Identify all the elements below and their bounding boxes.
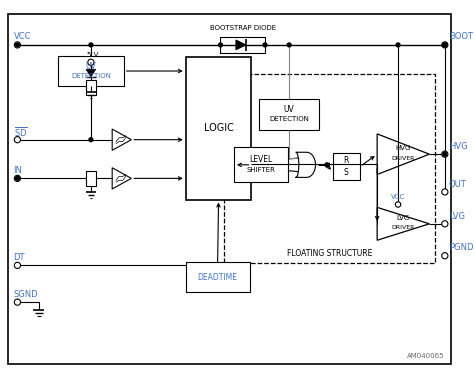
Circle shape [14, 262, 20, 268]
Text: AM040065: AM040065 [407, 353, 445, 359]
Bar [186, 262, 249, 293]
Text: SHIFTER: SHIFTER [246, 167, 275, 173]
Polygon shape [296, 152, 316, 177]
Circle shape [442, 221, 448, 227]
Text: HVG: HVG [449, 142, 467, 151]
Bar [86, 170, 96, 186]
Circle shape [395, 202, 401, 207]
Text: VCC: VCC [14, 32, 31, 41]
Circle shape [443, 43, 447, 47]
Circle shape [16, 43, 19, 47]
Text: DETECTION: DETECTION [71, 73, 111, 79]
Circle shape [287, 43, 291, 47]
Text: LVG: LVG [397, 215, 410, 221]
Polygon shape [86, 69, 96, 77]
Bar [220, 37, 265, 53]
Circle shape [442, 189, 448, 195]
Text: $\overline{\mathrm{SD}}$: $\overline{\mathrm{SD}}$ [14, 125, 27, 139]
Polygon shape [112, 129, 131, 150]
Text: DRIVER: DRIVER [392, 156, 415, 161]
Text: FLOATING STRUCTURE: FLOATING STRUCTURE [287, 249, 373, 258]
Circle shape [443, 43, 447, 47]
Bar [333, 153, 360, 180]
Text: R: R [344, 156, 349, 166]
Circle shape [442, 42, 448, 48]
Text: PGND: PGND [449, 243, 473, 253]
Text: LEVEL: LEVEL [249, 155, 273, 164]
Polygon shape [236, 40, 246, 50]
Bar [259, 99, 319, 130]
Circle shape [14, 136, 20, 143]
Text: IN: IN [14, 166, 22, 175]
Polygon shape [377, 134, 429, 175]
Circle shape [14, 299, 20, 305]
Bar [86, 80, 96, 95]
Circle shape [89, 43, 93, 47]
Circle shape [14, 175, 20, 181]
Bar [58, 56, 124, 87]
Polygon shape [377, 208, 429, 240]
Bar [186, 57, 251, 200]
Circle shape [396, 43, 400, 47]
Circle shape [88, 59, 94, 65]
Circle shape [219, 43, 222, 47]
Text: LOGIC: LOGIC [204, 123, 234, 133]
Text: LVG: LVG [449, 212, 465, 221]
Bar [224, 74, 435, 263]
Text: BOOTSTRAP DIODE: BOOTSTRAP DIODE [210, 25, 276, 31]
Circle shape [443, 152, 447, 156]
Text: DETECTION: DETECTION [269, 116, 309, 122]
Text: HVG: HVG [396, 146, 411, 151]
Circle shape [14, 42, 20, 48]
Text: DT: DT [14, 253, 25, 262]
Text: BOOT: BOOT [449, 32, 473, 41]
Text: UV: UV [284, 105, 294, 114]
Circle shape [263, 43, 267, 47]
Bar [234, 147, 288, 182]
Text: SGND: SGND [14, 290, 38, 299]
Text: OUT: OUT [449, 180, 466, 189]
Polygon shape [112, 168, 131, 189]
Text: 5 V: 5 V [87, 51, 99, 57]
Text: UV: UV [85, 62, 96, 71]
Circle shape [89, 138, 93, 142]
Text: DRIVER: DRIVER [392, 225, 415, 230]
Circle shape [442, 253, 448, 259]
Circle shape [16, 177, 19, 180]
Circle shape [325, 163, 329, 167]
Text: VCC: VCC [391, 194, 405, 200]
Text: DEADTIME: DEADTIME [198, 273, 237, 282]
Text: S: S [344, 168, 348, 177]
Circle shape [442, 151, 448, 157]
